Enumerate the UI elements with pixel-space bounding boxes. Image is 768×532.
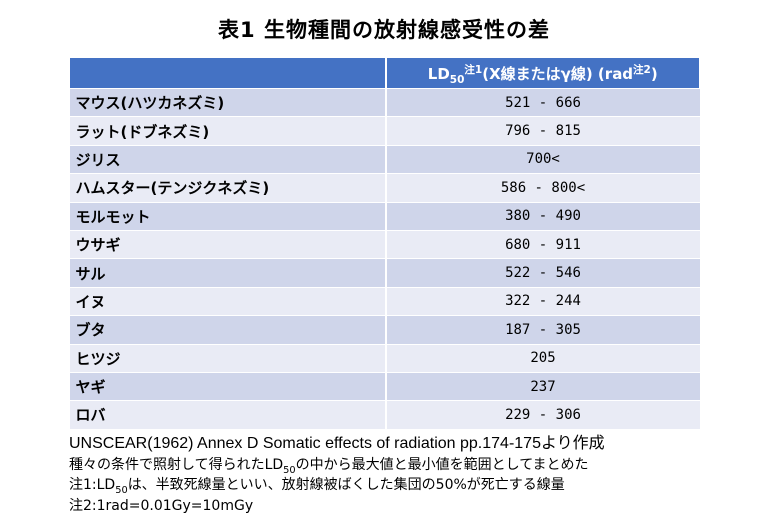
radiosensitivity-table: LD50注1(X線またはγ線) (rad注2) マウス(ハツカネズミ) 521 -… bbox=[69, 57, 700, 430]
ld50-value: 521 - 666 bbox=[385, 88, 700, 118]
header-species-cell bbox=[69, 57, 387, 89]
method-note: 種々の条件で照射して得られたLD50の中から最大値と最小値を範囲としてまとめた bbox=[69, 455, 759, 476]
species-name: ラット(ドブネズミ) bbox=[69, 116, 387, 146]
species-name: ジリス bbox=[69, 145, 387, 175]
ld50-value: 229 - 306 bbox=[385, 400, 700, 430]
species-name: モルモット bbox=[69, 202, 387, 231]
species-name: イヌ bbox=[69, 287, 387, 317]
method-note-subscript: 50 bbox=[283, 464, 296, 476]
method-note-text-a: 種々の条件で照射して得られたLD bbox=[69, 456, 284, 473]
species-name: ロバ bbox=[69, 400, 387, 430]
species-name: ブタ bbox=[69, 315, 387, 345]
footnote-2: 注2:1rad=0.01Gy=10mGy bbox=[69, 497, 254, 514]
header-close-paren: ) bbox=[650, 64, 658, 83]
table-row: ヤギ 237 bbox=[69, 372, 700, 402]
species-name: サル bbox=[69, 258, 387, 288]
ld50-value: 522 - 546 bbox=[385, 258, 700, 288]
footnotes: UNSCEAR(1962) Annex D Somatic effects of… bbox=[69, 434, 759, 516]
header-note1-mark: 注1 bbox=[464, 63, 483, 76]
ld50-value: 237 bbox=[385, 372, 700, 402]
header-ld50-cell: LD50注1(X線またはγ線) (rad注2) bbox=[385, 57, 700, 89]
species-name: マウス(ハツカネズミ) bbox=[69, 88, 387, 118]
table-title: 表1 生物種間の放射線感受性の差 bbox=[218, 18, 550, 42]
footnote-1: 注1:LD50は、半致死線量といい、放射線被ばくした集団の50%が死亡する線量 bbox=[69, 475, 759, 496]
table-row: ジリス 700< bbox=[69, 145, 700, 175]
footnote-1-subscript: 50 bbox=[115, 484, 128, 496]
table-body: マウス(ハツカネズミ) 521 - 666 ラット(ドブネズミ) 796 - 815 ジ… bbox=[69, 88, 700, 430]
ld50-value: 586 - 800< bbox=[385, 173, 700, 203]
table-row: サル 522 - 546 bbox=[69, 258, 700, 288]
table-row: モルモット 380 - 490 bbox=[69, 202, 700, 231]
source-note: UNSCEAR(1962) Annex D Somatic effects of… bbox=[69, 435, 605, 452]
table-row: ハムスター(テンジクネズミ) 586 - 800< bbox=[69, 173, 700, 203]
species-name: ヒツジ bbox=[69, 344, 387, 373]
ld50-value: 700< bbox=[385, 145, 700, 175]
header-note2-mark: 注2 bbox=[633, 63, 651, 76]
footnote-1-text-a: 注1:LD bbox=[69, 477, 116, 493]
ld50-value: 322 - 244 bbox=[385, 287, 700, 317]
table-row: ウサギ 680 - 911 bbox=[69, 230, 700, 260]
footnote-1-text-b: は、半致死線量といい、放射線被ばくした集団の50%が死亡する線量 bbox=[127, 477, 565, 493]
table-row: ロバ 229 - 306 bbox=[69, 400, 700, 430]
species-name: ウサギ bbox=[69, 230, 387, 260]
ld50-value: 380 - 490 bbox=[385, 202, 700, 231]
table-row: ラット(ドブネズミ) 796 - 815 bbox=[69, 116, 700, 146]
ld50-value: 205 bbox=[385, 344, 700, 373]
table-row: ブタ 187 - 305 bbox=[69, 315, 700, 345]
ld50-value: 796 - 815 bbox=[385, 116, 700, 146]
table-row: イヌ 322 - 244 bbox=[69, 287, 700, 317]
table-row: マウス(ハツカネズミ) 521 - 666 bbox=[69, 88, 700, 118]
ld50-value: 187 - 305 bbox=[385, 315, 700, 345]
header-ld-rest: (X線またはγ線) (rad bbox=[482, 64, 634, 83]
species-name: ヤギ bbox=[69, 372, 387, 402]
table-header-row: LD50注1(X線またはγ線) (rad注2) bbox=[69, 57, 700, 89]
ld50-value: 680 - 911 bbox=[385, 230, 700, 260]
header-ld-subscript: 50 bbox=[449, 73, 465, 86]
header-ld-label: LD bbox=[427, 64, 450, 83]
method-note-text-b: の中から最大値と最小値を範囲としてまとめた bbox=[295, 456, 589, 473]
table-row: ヒツジ 205 bbox=[69, 344, 700, 373]
species-name: ハムスター(テンジクネズミ) bbox=[69, 173, 387, 203]
